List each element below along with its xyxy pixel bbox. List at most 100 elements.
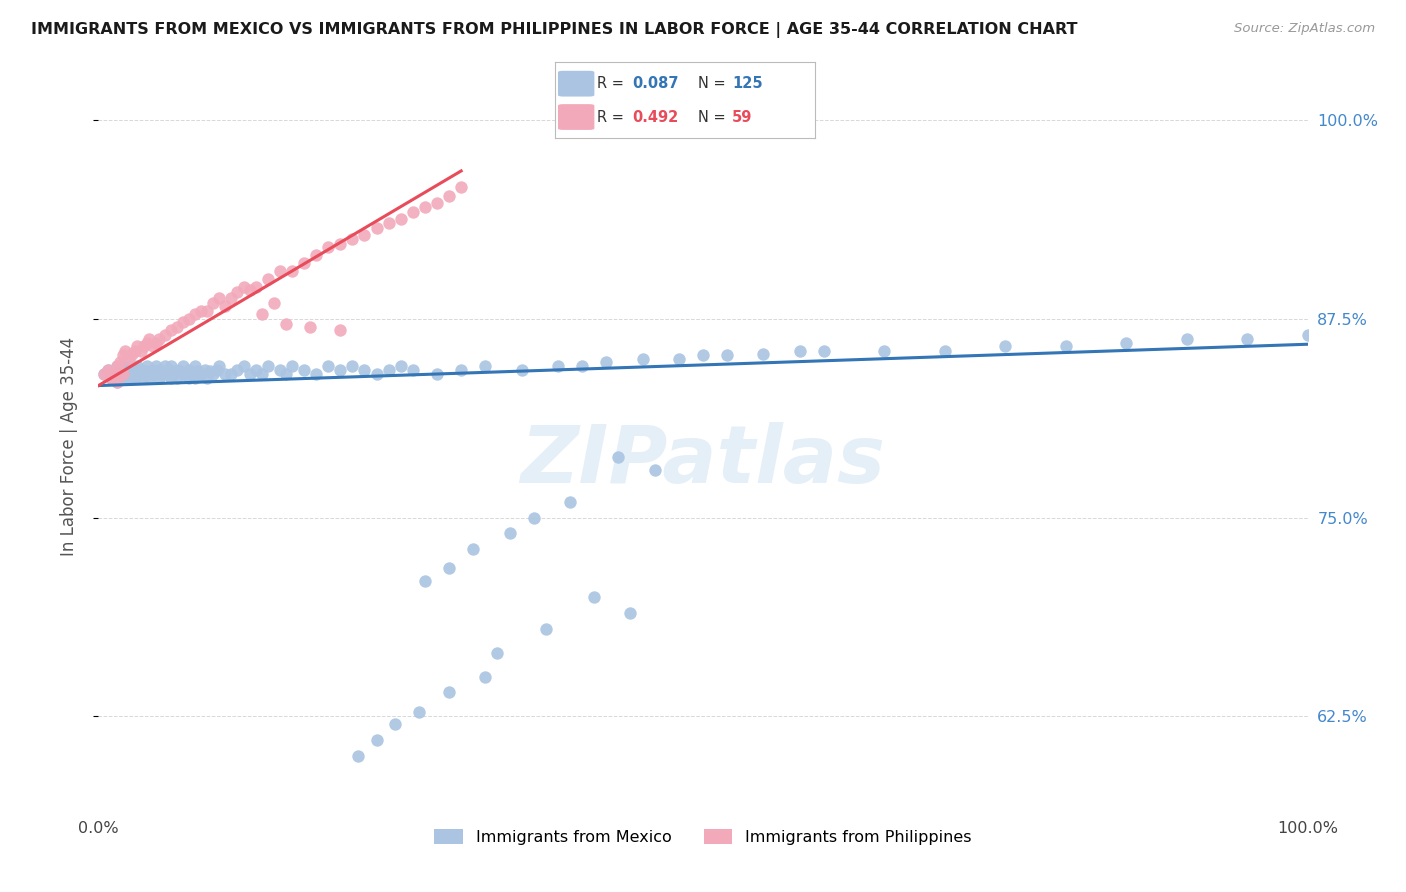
Point <box>148 333 170 347</box>
Point <box>571 359 593 374</box>
Point <box>214 368 236 382</box>
Point <box>329 323 352 337</box>
Point <box>124 370 146 384</box>
Point <box>353 362 375 376</box>
Point <box>101 366 124 380</box>
Point <box>124 362 146 376</box>
Point <box>1115 335 1137 350</box>
Point <box>342 359 364 374</box>
Point <box>190 368 212 382</box>
Point <box>299 319 322 334</box>
Text: ZIPatlas: ZIPatlas <box>520 422 886 500</box>
Point <box>172 315 194 329</box>
Point <box>118 368 141 382</box>
Point <box>269 264 291 278</box>
Point <box>221 291 243 305</box>
Point <box>1175 333 1198 347</box>
Point <box>121 364 143 378</box>
Point <box>105 376 128 390</box>
Point <box>789 343 811 358</box>
Point <box>342 232 364 246</box>
Point <box>474 669 496 683</box>
Point <box>129 368 152 382</box>
Text: IMMIGRANTS FROM MEXICO VS IMMIGRANTS FROM PHILIPPINES IN LABOR FORCE | AGE 35-44: IMMIGRANTS FROM MEXICO VS IMMIGRANTS FRO… <box>31 22 1077 38</box>
Point <box>389 359 412 374</box>
Point <box>153 368 176 382</box>
Text: 59: 59 <box>733 110 752 125</box>
Point <box>97 362 120 376</box>
Point <box>153 327 176 342</box>
Point <box>114 370 136 384</box>
Point <box>135 335 157 350</box>
Point <box>644 463 666 477</box>
Point <box>437 561 460 575</box>
Text: 125: 125 <box>733 76 763 91</box>
Point <box>250 307 273 321</box>
Point <box>179 370 201 384</box>
Text: N =: N = <box>699 110 735 125</box>
Point <box>163 364 186 378</box>
Point <box>105 359 128 374</box>
Point <box>437 189 460 203</box>
Point <box>108 355 131 369</box>
Point <box>450 362 472 376</box>
Point <box>179 311 201 326</box>
Point <box>121 370 143 384</box>
Point <box>547 359 569 374</box>
Point <box>179 362 201 376</box>
Point <box>111 368 134 382</box>
Point <box>114 364 136 378</box>
Point <box>716 348 738 362</box>
Point <box>195 303 218 318</box>
Point <box>607 450 630 464</box>
Point <box>583 590 606 604</box>
Point <box>263 296 285 310</box>
Point <box>474 359 496 374</box>
FancyBboxPatch shape <box>558 70 595 96</box>
Point <box>195 370 218 384</box>
Point <box>232 280 254 294</box>
Point <box>101 366 124 380</box>
Text: 0.492: 0.492 <box>633 110 678 125</box>
Point <box>111 370 134 384</box>
Point <box>187 364 209 378</box>
Point <box>1054 339 1077 353</box>
Point <box>202 368 225 382</box>
Point <box>377 362 399 376</box>
Point <box>166 370 188 384</box>
Point <box>148 362 170 376</box>
Point <box>316 240 339 254</box>
Point <box>256 359 278 374</box>
Point <box>174 368 197 382</box>
Point <box>118 359 141 374</box>
Point <box>1296 327 1319 342</box>
Point <box>366 368 388 382</box>
Point <box>347 749 370 764</box>
Point <box>194 362 217 376</box>
Text: Source: ZipAtlas.com: Source: ZipAtlas.com <box>1234 22 1375 36</box>
Point <box>138 370 160 384</box>
Point <box>134 339 156 353</box>
Point <box>463 542 485 557</box>
Text: 0.087: 0.087 <box>633 76 679 91</box>
Point <box>157 362 180 376</box>
Point <box>226 362 249 376</box>
Point <box>214 299 236 313</box>
Point <box>329 237 352 252</box>
Point <box>150 368 173 382</box>
Point <box>292 362 315 376</box>
Point <box>292 256 315 270</box>
Point <box>184 370 207 384</box>
Point <box>142 368 165 382</box>
Point <box>142 362 165 376</box>
Point <box>274 317 297 331</box>
Point <box>413 201 436 215</box>
Point <box>239 283 262 297</box>
Point <box>305 248 328 262</box>
Point <box>132 370 155 384</box>
Point <box>108 368 131 382</box>
Point <box>498 526 520 541</box>
Point <box>181 368 204 382</box>
Point <box>148 370 170 384</box>
Point <box>139 364 162 378</box>
